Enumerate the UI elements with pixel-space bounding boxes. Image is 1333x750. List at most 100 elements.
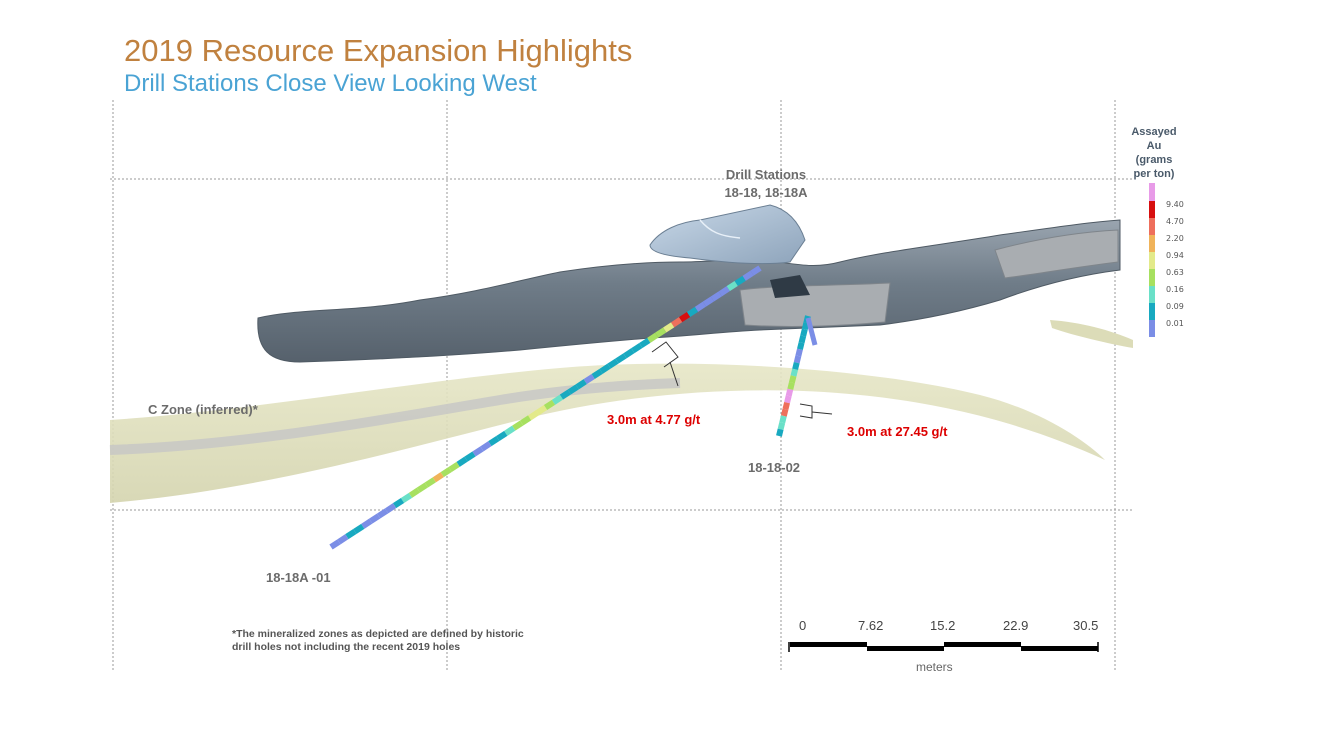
assay-segment	[384, 503, 397, 514]
assay-segment	[512, 420, 524, 431]
legend-title-line2: Au	[1146, 140, 1162, 152]
assay-segment	[784, 395, 792, 404]
assay-segment	[782, 401, 790, 411]
assay-segment	[535, 404, 548, 416]
assay-segment	[464, 451, 476, 462]
assay-segment	[504, 425, 516, 436]
assay-segment	[456, 456, 468, 467]
assay-segment	[798, 335, 807, 344]
c-zone-body	[109, 320, 1133, 503]
page-subtitle: Drill Stations Close View Looking West	[124, 70, 537, 97]
assay-segment	[779, 415, 787, 424]
assay-segment	[726, 280, 738, 292]
drill-station-room	[649, 204, 806, 265]
scale-bar	[788, 642, 1099, 652]
assay-segment	[361, 518, 373, 529]
legend-title-line4: per ton)	[1133, 168, 1175, 180]
legend-swatch	[1149, 235, 1155, 252]
scale-unit: meters	[916, 660, 953, 674]
assay-segment	[663, 322, 675, 333]
assay-segment	[780, 408, 789, 417]
drill-stations-label: Drill Stations 18-18, 18-18A	[706, 167, 826, 200]
assay-segment	[792, 361, 800, 371]
page-title: 2019 Resource Expansion Highlights	[124, 33, 633, 68]
assay-segment	[448, 461, 460, 473]
assay-segment	[793, 355, 802, 364]
legend-swatch	[1149, 286, 1155, 303]
scale-tick-2: 15.2	[930, 618, 956, 633]
assay-segment	[400, 492, 413, 504]
legend-value: 0.63	[1166, 268, 1184, 277]
assay-segment	[805, 317, 818, 346]
assay-segment	[776, 428, 784, 437]
legend-swatch	[1149, 201, 1155, 218]
assay-segment	[639, 337, 651, 349]
footnote: *The mineralized zones as depicted are d…	[232, 628, 524, 654]
assay-segment	[337, 534, 349, 545]
legend-swatch	[1149, 183, 1155, 201]
assay-segment	[424, 477, 436, 488]
assay-segment	[670, 317, 683, 328]
scale-tick-1: 7.62	[858, 618, 884, 633]
legend-value: 0.01	[1166, 319, 1184, 328]
assay-segment	[678, 311, 691, 323]
assay-segment	[472, 446, 484, 457]
assay-segment	[591, 368, 603, 380]
legend-value: 4.70	[1166, 217, 1184, 226]
assay-segment	[392, 497, 405, 509]
assay-segment	[480, 441, 492, 452]
assay-segment	[800, 328, 808, 337]
assay-segment	[345, 528, 357, 540]
assay-segment	[750, 265, 762, 276]
drill-stations-label-line1: Drill Stations	[725, 167, 807, 182]
assay-segment	[785, 388, 794, 397]
assay-segment	[788, 375, 797, 384]
scale-tick-4: 30.5	[1073, 618, 1099, 633]
hole-b-label: 18-18-02	[748, 460, 801, 475]
assay-segment	[694, 301, 707, 312]
assay-segment	[440, 466, 452, 478]
assay-segment	[567, 384, 579, 395]
assay-segment	[777, 421, 786, 431]
legend-swatch	[1149, 252, 1155, 269]
assay-segment	[575, 379, 587, 390]
assay-segment	[615, 353, 627, 364]
assay-segment	[520, 415, 532, 426]
assay-segment	[377, 508, 389, 519]
hole-a-label: 18-18A -01	[266, 570, 331, 585]
assay-segment	[797, 341, 805, 351]
assay-segment	[599, 363, 611, 374]
assay-segment	[607, 358, 619, 369]
assay-segment	[583, 373, 595, 385]
legend-swatch	[1149, 218, 1155, 235]
legend-color-bar	[1149, 183, 1155, 337]
legend-value: 0.94	[1166, 251, 1184, 260]
assay-segment	[655, 327, 667, 338]
assay-segment	[623, 348, 635, 359]
assay-segment	[795, 348, 803, 357]
assay-segment	[686, 306, 699, 318]
assay-segment	[631, 342, 643, 354]
assay-segment	[801, 321, 810, 331]
legend-value: 2.20	[1166, 234, 1184, 243]
legend-title: Assayed Au (grams per ton)	[1124, 125, 1184, 181]
legend-swatch	[1149, 303, 1155, 320]
intercept-b-label: 3.0m at 27.45 g/t	[847, 424, 948, 439]
drill-stations-label-line2: 18-18, 18-18A	[724, 185, 808, 200]
assay-segment	[329, 539, 341, 550]
legend-title-line1: Assayed	[1131, 126, 1177, 138]
scale-tick-0: 0	[799, 618, 807, 633]
assay-segment	[710, 291, 722, 302]
assay-segment	[734, 275, 746, 287]
intercept-bracket-b	[799, 403, 833, 419]
drill-hole-18-18-02	[776, 315, 818, 437]
footnote-line1: *The mineralized zones as depicted are d…	[232, 628, 524, 640]
legend-value: 0.16	[1166, 285, 1184, 294]
assay-segment	[488, 435, 500, 447]
legend-swatch	[1149, 269, 1155, 286]
footnote-line2: drill holes not including the recent 201…	[232, 641, 461, 653]
assay-segment	[369, 513, 381, 524]
legend-value: 0.09	[1166, 302, 1184, 311]
drill-hole-18-18a-01	[329, 265, 762, 550]
